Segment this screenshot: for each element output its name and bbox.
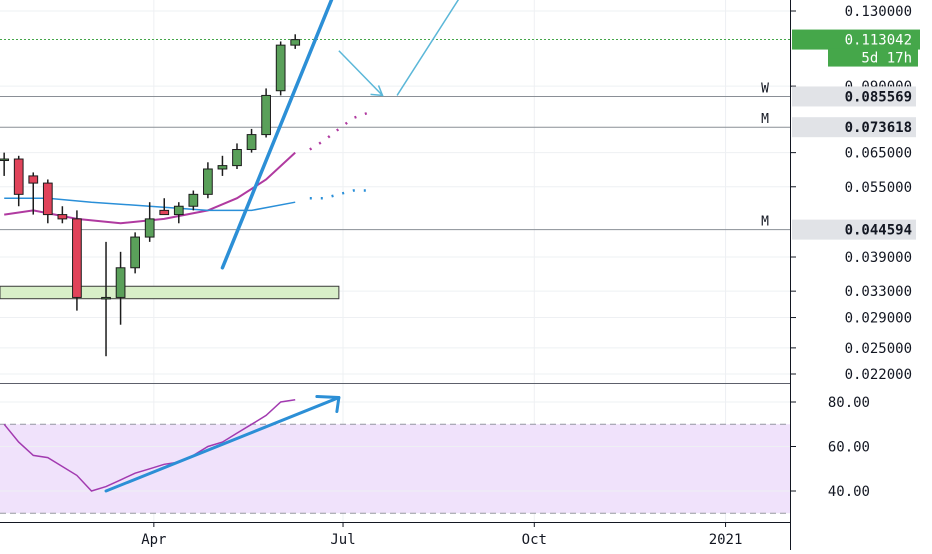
price-tick-label: 0.065000 bbox=[845, 146, 912, 162]
level-tag: M bbox=[761, 112, 769, 127]
level-tag: W bbox=[761, 81, 769, 96]
candle-body bbox=[144, 218, 155, 238]
candle bbox=[232, 143, 242, 169]
countdown-badge bbox=[828, 48, 918, 67]
candle-body bbox=[101, 296, 111, 300]
candle-body bbox=[159, 209, 170, 216]
ma-fast-projection bbox=[309, 111, 369, 151]
candle-body bbox=[261, 94, 271, 136]
candle bbox=[159, 198, 170, 216]
price-tick-label: 0.055000 bbox=[845, 180, 912, 196]
rsi-line bbox=[3, 399, 296, 492]
time-tick-label: Apr bbox=[141, 532, 166, 548]
candle-body bbox=[115, 267, 126, 298]
osc-tick-label: 80.00 bbox=[828, 395, 870, 411]
candle-body bbox=[290, 39, 301, 46]
candle bbox=[0, 152, 10, 176]
candle-body bbox=[0, 158, 10, 162]
time-tick-label: Jul bbox=[330, 532, 355, 548]
last-price-label: 0.113042 bbox=[845, 33, 912, 49]
candle-body bbox=[42, 182, 53, 216]
level-tag: M bbox=[761, 215, 769, 230]
candle-body bbox=[203, 168, 213, 195]
price-tick-label: 0.022000 bbox=[845, 367, 912, 383]
candle bbox=[130, 232, 140, 274]
candle bbox=[173, 202, 184, 224]
time-tick-label: Oct bbox=[522, 532, 547, 548]
candle bbox=[101, 241, 111, 357]
candle bbox=[290, 34, 301, 49]
candle-body bbox=[275, 44, 286, 92]
level-badge bbox=[792, 86, 916, 107]
countdown-label: 5d 17h bbox=[861, 51, 912, 67]
support-zone bbox=[0, 285, 340, 300]
price-tick-label: 0.130000 bbox=[845, 4, 912, 20]
level-badge-label: 0.085569 bbox=[845, 89, 912, 105]
rsi-trendline-arrowhead bbox=[315, 395, 341, 414]
rsi-band bbox=[0, 424, 790, 514]
candle bbox=[246, 128, 257, 153]
candle bbox=[13, 155, 24, 207]
candle bbox=[203, 162, 213, 199]
osc-tick-label: 60.00 bbox=[828, 440, 870, 456]
candle-body bbox=[28, 175, 39, 184]
candle-body bbox=[13, 158, 24, 195]
price-tick-label: 0.033000 bbox=[845, 284, 912, 300]
candle bbox=[275, 41, 286, 96]
projection-arrow-down bbox=[338, 50, 384, 96]
price-tick-label: 0.029000 bbox=[845, 311, 912, 327]
last-price-badge bbox=[792, 29, 920, 50]
candle bbox=[57, 206, 68, 224]
level-badge bbox=[792, 117, 916, 138]
rsi-trendline bbox=[104, 396, 341, 493]
price-trendline bbox=[220, 0, 334, 270]
candle-body bbox=[173, 205, 184, 216]
price-tick-label: 0.025000 bbox=[845, 341, 912, 357]
osc-tick-label: 40.00 bbox=[828, 484, 870, 500]
candle-body bbox=[188, 193, 199, 207]
candle bbox=[144, 202, 155, 242]
candle bbox=[72, 210, 82, 311]
candle-body bbox=[217, 165, 228, 170]
candle-body bbox=[246, 134, 257, 151]
level-badge bbox=[792, 219, 916, 240]
level-badge-label: 0.044594 bbox=[845, 223, 912, 239]
projection-arrow-up bbox=[396, 0, 460, 96]
candle bbox=[42, 179, 53, 224]
candle-body bbox=[130, 236, 140, 269]
candle bbox=[217, 155, 228, 176]
price-tick-label: 0.039000 bbox=[845, 250, 912, 266]
time-tick-label: 2021 bbox=[709, 532, 743, 548]
candle-body bbox=[232, 149, 242, 167]
candle bbox=[115, 251, 126, 325]
candle bbox=[28, 172, 39, 215]
level-badge-label: 0.073618 bbox=[845, 120, 912, 136]
candle-body bbox=[72, 218, 82, 298]
projection-arrow-head bbox=[370, 85, 384, 97]
candle bbox=[188, 190, 199, 211]
candle-body bbox=[57, 214, 68, 220]
candle bbox=[261, 88, 271, 138]
